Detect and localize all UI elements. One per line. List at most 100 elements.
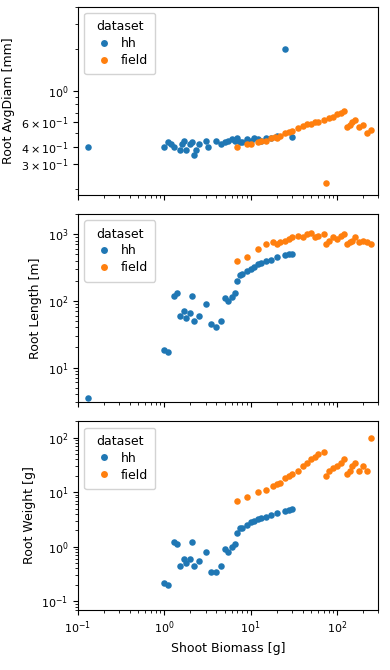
Point <box>244 492 250 503</box>
Point <box>205 141 211 152</box>
Point <box>349 117 355 127</box>
Point <box>349 235 355 246</box>
Point <box>191 316 197 326</box>
Point <box>222 137 228 147</box>
Point <box>179 138 185 149</box>
Point <box>274 507 280 518</box>
Point <box>282 235 288 246</box>
Point <box>315 230 321 241</box>
Y-axis label: Root Weight [g]: Root Weight [g] <box>23 466 36 564</box>
Point <box>229 541 235 552</box>
Point <box>315 117 321 127</box>
Point <box>360 235 366 246</box>
Point <box>257 513 264 524</box>
Point <box>231 135 238 146</box>
Point <box>237 270 243 281</box>
Point <box>321 115 327 125</box>
Point <box>213 322 220 333</box>
Point <box>202 547 209 557</box>
Point <box>274 133 280 143</box>
Point <box>341 454 347 465</box>
Point <box>286 505 292 515</box>
Point <box>239 137 245 147</box>
Point <box>176 310 183 321</box>
Point <box>254 137 261 147</box>
Point <box>274 252 280 263</box>
Point <box>85 393 91 403</box>
Point <box>363 237 370 248</box>
Point <box>347 465 353 476</box>
Point <box>196 138 202 149</box>
Point <box>165 580 171 590</box>
Point <box>352 115 358 125</box>
Point <box>334 233 340 244</box>
Point <box>263 239 269 250</box>
Legend: hh, field: hh, field <box>84 13 155 74</box>
Point <box>368 432 374 443</box>
Point <box>349 461 355 472</box>
Point <box>330 112 336 123</box>
Point <box>196 555 202 566</box>
Point <box>161 345 167 356</box>
Point <box>308 227 314 238</box>
Point <box>323 470 330 481</box>
Point <box>234 141 241 152</box>
Point <box>277 130 284 141</box>
Point <box>244 265 250 276</box>
Point <box>268 133 274 143</box>
Point <box>347 120 353 131</box>
Point <box>229 291 235 302</box>
Point <box>363 465 370 476</box>
Point <box>338 457 344 468</box>
Point <box>248 135 254 146</box>
Point <box>248 138 254 149</box>
Point <box>282 473 288 484</box>
Point <box>176 144 183 155</box>
Point <box>282 506 288 517</box>
Point <box>268 255 274 265</box>
Point <box>85 141 91 152</box>
Point <box>85 612 91 623</box>
Point <box>225 135 231 146</box>
Point <box>304 457 310 468</box>
Point <box>168 138 174 149</box>
X-axis label: Shoot Biomass [g]: Shoot Biomass [g] <box>171 642 285 655</box>
Point <box>368 239 374 250</box>
Point <box>248 517 254 528</box>
Point <box>269 480 276 491</box>
Point <box>282 128 288 139</box>
Point <box>300 121 306 131</box>
Point <box>234 495 241 506</box>
Point <box>352 457 358 468</box>
Point <box>308 119 314 129</box>
Point <box>254 134 261 145</box>
Point <box>165 137 171 147</box>
Point <box>263 135 269 146</box>
Point <box>268 510 274 521</box>
Point <box>277 477 284 488</box>
Point <box>161 141 167 152</box>
Point <box>300 232 306 243</box>
Point <box>315 449 321 460</box>
Point <box>234 255 241 266</box>
Point <box>330 462 336 473</box>
Point <box>171 537 177 548</box>
Point <box>244 134 250 145</box>
Point <box>254 487 261 498</box>
Point <box>294 465 301 476</box>
Point <box>274 130 280 141</box>
Y-axis label: Root Length [m]: Root Length [m] <box>29 257 42 359</box>
Point <box>312 232 318 243</box>
Point <box>181 306 187 316</box>
Point <box>321 446 327 457</box>
Y-axis label: Root AvgDiam [mm]: Root AvgDiam [mm] <box>2 38 15 164</box>
Point <box>363 128 370 139</box>
Point <box>187 553 193 564</box>
Point <box>218 316 224 326</box>
Point <box>218 138 224 149</box>
Point <box>171 290 177 301</box>
Point <box>344 122 350 133</box>
Point <box>334 109 340 120</box>
Point <box>189 290 195 301</box>
Point <box>368 124 374 135</box>
